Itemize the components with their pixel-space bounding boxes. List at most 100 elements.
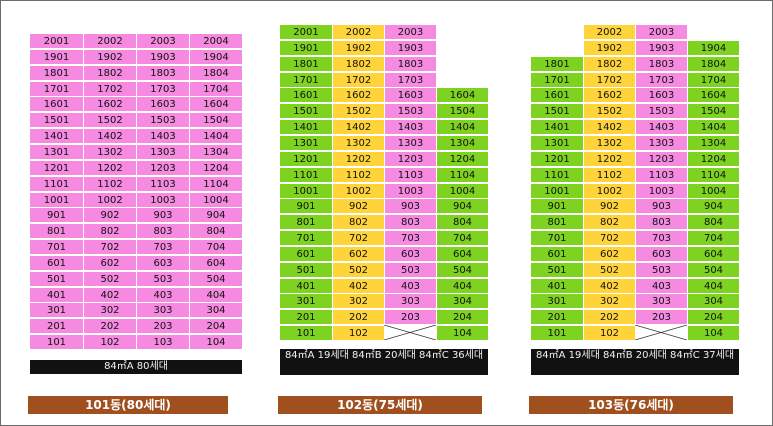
unit-1501: 1501: [30, 112, 83, 128]
unit-1301: 1301: [280, 134, 332, 150]
unit-804: 804: [436, 214, 488, 230]
unit-1404: 1404: [436, 119, 488, 135]
unit-1203: 1203: [136, 159, 189, 175]
building-103-unit-info: 84㎡A 19세대 84㎡B 20세대 84㎡C 37세대: [531, 349, 739, 375]
unit-903: 903: [635, 198, 687, 214]
unit-1903: 1903: [136, 48, 189, 64]
unit-703: 703: [384, 230, 436, 246]
unit-2002: 2002: [83, 33, 136, 48]
unit-1601: 1601: [531, 87, 583, 103]
unit-303: 303: [136, 302, 189, 318]
unit-1001: 1001: [30, 191, 83, 207]
unit-304: 304: [687, 293, 739, 309]
unit-1204: 1204: [436, 150, 488, 166]
unit-702: 702: [583, 230, 635, 246]
unit-101: 101: [30, 334, 83, 350]
unit-1503: 1503: [384, 103, 436, 119]
unit-803: 803: [635, 214, 687, 230]
unit-604: 604: [189, 254, 242, 270]
unit-1204: 1204: [189, 159, 242, 175]
unit-1904: 1904: [189, 48, 242, 64]
unit-1002: 1002: [83, 191, 136, 207]
unit-1202: 1202: [83, 159, 136, 175]
unit-1302: 1302: [332, 134, 384, 150]
unit-602: 602: [583, 245, 635, 261]
unit-102: 102: [332, 325, 384, 341]
unit-1104: 1104: [189, 175, 242, 191]
unit-902: 902: [583, 198, 635, 214]
unit-1902: 1902: [583, 39, 635, 55]
unit-1902: 1902: [332, 39, 384, 55]
unit-901: 901: [280, 198, 332, 214]
unit-1102: 1102: [83, 175, 136, 191]
unit-1204: 1204: [687, 150, 739, 166]
unit-1103: 1103: [384, 166, 436, 182]
unit-303: 303: [384, 293, 436, 309]
unit-1602: 1602: [332, 87, 384, 103]
unit-1401: 1401: [280, 119, 332, 135]
unit-801: 801: [30, 223, 83, 239]
unit-1904: 1904: [687, 39, 739, 55]
unit-603: 603: [136, 254, 189, 270]
unit-701: 701: [531, 230, 583, 246]
unit-1103: 1103: [635, 166, 687, 182]
unit-1801: 1801: [531, 55, 583, 71]
unit-401: 401: [531, 277, 583, 293]
unit-1303: 1303: [635, 134, 687, 150]
unit-1704: 1704: [687, 71, 739, 87]
unit-1803: 1803: [635, 55, 687, 71]
unit-703: 703: [136, 239, 189, 255]
unit-402: 402: [332, 277, 384, 293]
unit-202: 202: [83, 318, 136, 334]
unit-1403: 1403: [635, 119, 687, 135]
unit-1401: 1401: [531, 119, 583, 135]
unit-302: 302: [83, 302, 136, 318]
unit-1404: 1404: [687, 119, 739, 135]
unit-902: 902: [332, 198, 384, 214]
unit-1104: 1104: [687, 166, 739, 182]
unit-2001: 2001: [30, 33, 83, 48]
unit-1603: 1603: [136, 96, 189, 112]
unit-1503: 1503: [635, 103, 687, 119]
unit-804: 804: [687, 214, 739, 230]
unit-201: 201: [30, 318, 83, 334]
unit-1901: 1901: [280, 39, 332, 55]
unit-604: 604: [687, 245, 739, 261]
unit-1504: 1504: [189, 112, 242, 128]
unit-504: 504: [189, 270, 242, 286]
unit-201: 201: [280, 309, 332, 325]
unit-1001: 1001: [531, 182, 583, 198]
building-102-unit-info: 84㎡A 19세대 84㎡B 20세대 84㎡C 36세대: [280, 349, 488, 375]
unit-1402: 1402: [583, 119, 635, 135]
unit-1203: 1203: [635, 150, 687, 166]
unit-301: 301: [30, 302, 83, 318]
unit-1004: 1004: [436, 182, 488, 198]
unit-1804: 1804: [189, 64, 242, 80]
unit-702: 702: [332, 230, 384, 246]
unit-903: 903: [384, 198, 436, 214]
unit-304: 304: [189, 302, 242, 318]
unit-1302: 1302: [83, 143, 136, 159]
unit-1604: 1604: [436, 87, 488, 103]
unit-1101: 1101: [531, 166, 583, 182]
unit-404: 404: [436, 277, 488, 293]
unit-803: 803: [384, 214, 436, 230]
unit-1201: 1201: [280, 150, 332, 166]
unit-1501: 1501: [280, 103, 332, 119]
unit-604: 604: [436, 245, 488, 261]
unit-901: 901: [531, 198, 583, 214]
unit-2002: 2002: [583, 24, 635, 39]
unit-901: 901: [30, 207, 83, 223]
unit-602: 602: [332, 245, 384, 261]
unit-801: 801: [531, 214, 583, 230]
unit-1201: 1201: [30, 159, 83, 175]
unit-204: 204: [189, 318, 242, 334]
unit-1004: 1004: [687, 182, 739, 198]
unit-301: 301: [531, 293, 583, 309]
unit-1301: 1301: [531, 134, 583, 150]
unit-1101: 1101: [30, 175, 83, 191]
unit-1004: 1004: [189, 191, 242, 207]
unit-1703: 1703: [384, 71, 436, 87]
unit-204: 204: [436, 309, 488, 325]
unit-104: 104: [436, 325, 488, 341]
